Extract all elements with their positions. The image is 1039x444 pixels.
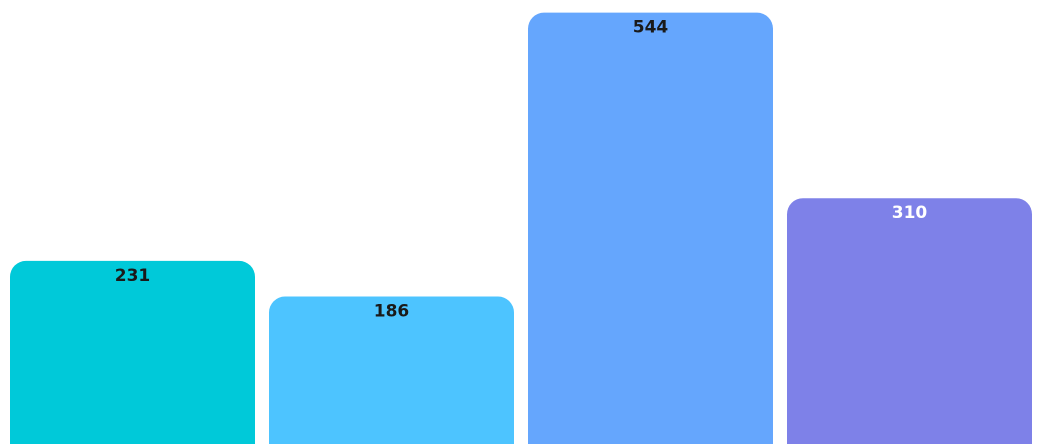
bars-layer bbox=[10, 12, 1032, 444]
bar-value-label-2: 186 bbox=[374, 302, 410, 322]
bar-1 bbox=[10, 260, 255, 444]
labels-layer: 231 186 544 310 bbox=[115, 18, 928, 322]
bar-value-label-1: 231 bbox=[115, 266, 151, 286]
bar-value-label-3: 544 bbox=[633, 18, 669, 38]
bar-4 bbox=[787, 198, 1032, 444]
bar-2 bbox=[269, 296, 514, 444]
bar-value-label-4: 310 bbox=[892, 203, 928, 223]
bar-3 bbox=[528, 12, 773, 444]
